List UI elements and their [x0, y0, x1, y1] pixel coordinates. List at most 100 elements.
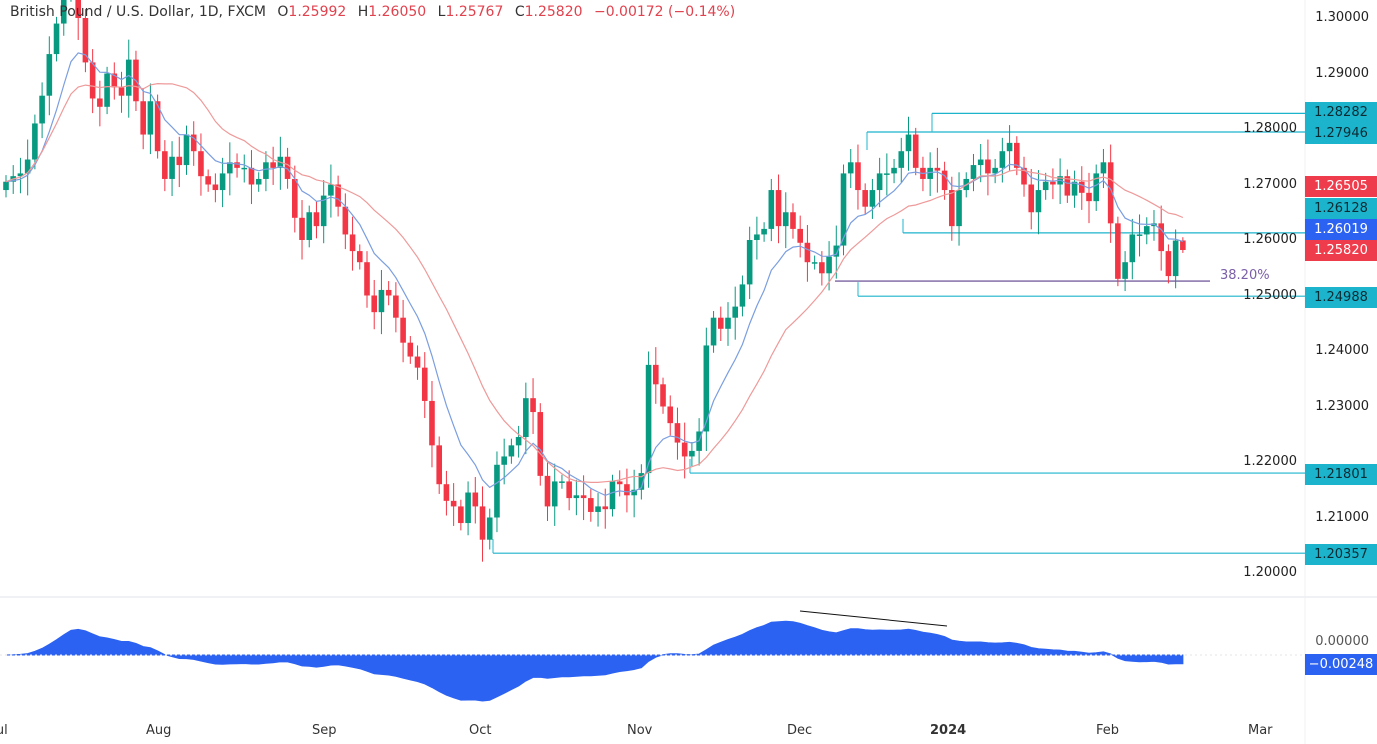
candle-body [436, 445, 442, 485]
candle-body [400, 317, 406, 343]
candle-body [1180, 240, 1186, 250]
level-label-5: 1.21801 [1305, 464, 1377, 485]
candle-body [89, 62, 96, 99]
candle-body [1107, 162, 1114, 224]
candle-body [479, 506, 486, 540]
candle-body [407, 342, 414, 357]
candle-body [198, 151, 204, 177]
price-tick: 1.27000 [1243, 176, 1297, 192]
candle-body [24, 159, 31, 174]
candle-body [342, 206, 349, 235]
candle-body [746, 240, 753, 285]
candle-body [977, 159, 984, 166]
candle-body [869, 190, 876, 207]
candle-body [53, 23, 60, 55]
candle-body [421, 367, 428, 401]
candle-body [60, 0, 67, 24]
candle-body [263, 162, 269, 179]
candle-body [458, 506, 464, 524]
price-tick: 1.21000 [1315, 509, 1369, 525]
candle-body [104, 73, 110, 107]
candle-body [934, 167, 941, 171]
candle-body [1115, 223, 1121, 279]
candle-body [39, 95, 45, 124]
candle-body [717, 317, 724, 329]
candle-body [912, 134, 919, 168]
level-label-6: 1.20357 [1305, 544, 1377, 565]
divergence-trendline [799, 610, 948, 627]
candle-body [299, 217, 305, 240]
candle-body [790, 212, 796, 229]
candle-body [501, 456, 507, 465]
time-tick: Dec [787, 723, 813, 738]
candle-body [472, 492, 479, 507]
last-price-label: 1.25820 [1305, 240, 1377, 261]
candle-body [313, 212, 320, 227]
candle-body [1129, 234, 1136, 263]
candle-body [811, 262, 818, 264]
time-tick: Jul [0, 723, 8, 738]
candle-body [725, 317, 731, 329]
candle-body [234, 162, 240, 168]
candle-body [566, 481, 572, 499]
candle-body [573, 495, 580, 499]
candle-body [486, 517, 493, 540]
candle-body [847, 162, 854, 174]
candle-body [645, 364, 652, 474]
candle-body [111, 73, 118, 88]
price-tick: 1.22000 [1243, 454, 1297, 469]
candle-body [3, 181, 9, 191]
candle-body [1100, 162, 1107, 174]
candle-body [638, 473, 645, 490]
candle-body [602, 506, 609, 510]
candle-body [169, 156, 175, 179]
candle-body [985, 159, 991, 174]
level-label-1: 1.28282 [1305, 102, 1377, 123]
candle-body [884, 173, 890, 175]
candle-body [580, 495, 587, 499]
candle-body [241, 167, 248, 170]
price-tick: 1.23000 [1315, 398, 1369, 414]
candle-body [595, 506, 601, 512]
candle-body [537, 412, 544, 476]
candle-body [176, 156, 183, 166]
candle-body [530, 398, 536, 413]
time-tick: 2024 [930, 723, 967, 738]
candle-body [1021, 167, 1027, 185]
candle-body [118, 87, 125, 96]
time-tick: Aug [146, 723, 172, 738]
candle-body [949, 190, 955, 227]
fib-label: 38.20% [1220, 268, 1270, 283]
candle-body [219, 173, 226, 191]
high-value: 1.26050 [368, 4, 427, 20]
candle-body [125, 59, 132, 96]
candle-body [1071, 181, 1078, 196]
candle-body [703, 345, 710, 432]
candle-body [97, 98, 103, 107]
candle-body [1014, 142, 1020, 168]
symbol-title: British Pound / U.S. Dollar, 1D, FXCM [10, 4, 266, 20]
low-key: L [437, 4, 446, 20]
candle-body [443, 484, 450, 501]
candle-body [833, 245, 840, 257]
candle-body [544, 475, 551, 507]
high-key: H [357, 4, 369, 20]
candle-body [1086, 192, 1092, 202]
candle-body [653, 364, 659, 385]
candle-body [754, 234, 760, 240]
candle-body [681, 442, 688, 457]
candle-body [32, 123, 38, 160]
close-key: C [514, 4, 525, 20]
candle-body [1136, 234, 1143, 236]
candle-body [761, 228, 767, 235]
candle-body [624, 484, 630, 496]
candle-body [1006, 142, 1013, 152]
candle-body [335, 184, 341, 207]
candle-body [212, 184, 219, 191]
candle-body [465, 492, 471, 524]
candle-body [154, 101, 161, 152]
candle-body [819, 262, 825, 274]
candle-body [1093, 173, 1100, 202]
candle-body [970, 165, 977, 179]
